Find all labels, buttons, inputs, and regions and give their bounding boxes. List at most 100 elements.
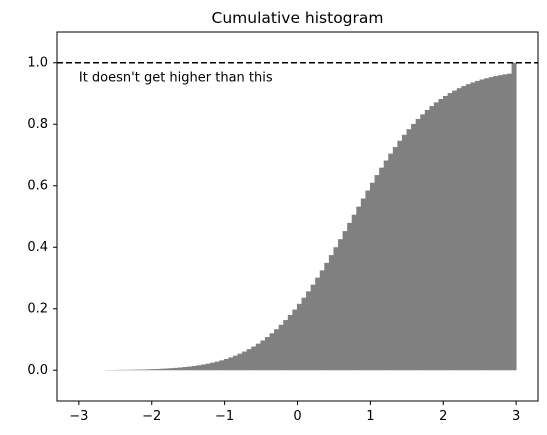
- histogram-bar: [164, 368, 169, 370]
- histogram-bar: [457, 88, 462, 370]
- histogram-bar: [183, 367, 188, 370]
- x-tick-label: 0: [293, 409, 301, 424]
- y-tick-label: 0.4: [27, 240, 48, 255]
- histogram-bar: [133, 370, 138, 371]
- histogram-bar: [425, 110, 430, 370]
- histogram-bar: [206, 364, 211, 371]
- y-tick-label: 0.8: [27, 117, 48, 132]
- histogram-bar: [393, 147, 398, 370]
- histogram-bar: [356, 207, 361, 371]
- histogram-bar: [375, 175, 380, 370]
- histogram-bar: [270, 333, 275, 370]
- histogram-bar: [210, 363, 215, 371]
- histogram-bar: [489, 77, 494, 370]
- histogram-bar: [384, 161, 389, 371]
- histogram-bar: [502, 74, 507, 370]
- histogram-bar: [324, 263, 329, 370]
- histogram-bar: [320, 270, 325, 370]
- histogram-bars: [105, 63, 516, 371]
- histogram-bar: [397, 141, 402, 370]
- annotation-text: It doesn't get higher than this: [79, 71, 273, 86]
- histogram-bar: [484, 78, 489, 370]
- histogram-bar: [283, 320, 288, 370]
- histogram-bar: [301, 298, 306, 371]
- histogram-bar: [256, 344, 261, 371]
- histogram-bar: [352, 215, 357, 371]
- histogram-bar: [288, 315, 293, 370]
- histogram-bar: [215, 362, 220, 371]
- histogram-bar: [493, 76, 498, 370]
- histogram-bar: [292, 310, 297, 371]
- histogram-bar: [169, 368, 174, 370]
- histogram-bar: [178, 367, 183, 370]
- x-tick-label: −3: [69, 409, 88, 424]
- histogram-bar: [238, 354, 243, 371]
- x-tick-label: −2: [142, 409, 161, 424]
- histogram-bar: [361, 198, 366, 370]
- histogram-bar: [507, 74, 512, 371]
- histogram-bar: [475, 81, 480, 370]
- histogram-bar: [274, 329, 279, 370]
- histogram-bar: [311, 285, 316, 371]
- histogram-bar: [160, 369, 165, 371]
- x-tick-label: 2: [439, 409, 447, 424]
- histogram-bar: [174, 368, 179, 370]
- histogram-bar: [434, 102, 439, 370]
- histogram-bar: [466, 84, 471, 370]
- chart-title: Cumulative histogram: [212, 9, 384, 27]
- histogram-bar: [315, 278, 320, 371]
- histogram-bar: [429, 106, 434, 370]
- histogram-bar: [470, 82, 475, 370]
- histogram-bar: [338, 239, 343, 370]
- histogram-bar: [137, 370, 142, 371]
- y-tick-label: 0.0: [27, 363, 48, 378]
- histogram-bar: [411, 124, 416, 370]
- histogram-bar: [343, 231, 348, 370]
- histogram-bar: [480, 79, 485, 370]
- x-tick-label: 1: [366, 409, 374, 424]
- histogram-bar: [498, 75, 503, 370]
- histogram-bar: [242, 352, 247, 371]
- histogram-bar: [388, 154, 393, 371]
- histogram-bar: [146, 369, 151, 370]
- x-axis-ticks: −3 −2 −1 0 1 2 3: [69, 401, 520, 424]
- histogram-bar: [219, 360, 224, 370]
- histogram-bar: [416, 119, 421, 370]
- histogram-bar: [233, 356, 238, 371]
- histogram-bar: [379, 168, 384, 371]
- histogram-bar: [142, 369, 147, 370]
- histogram-bar: [155, 369, 160, 370]
- histogram-bar: [260, 340, 265, 370]
- histogram-bar: [201, 365, 206, 371]
- y-tick-label: 0.6: [27, 178, 48, 193]
- histogram-bar: [251, 347, 256, 371]
- y-tick-label: 1.0: [27, 55, 48, 70]
- histogram-bar: [329, 255, 334, 370]
- histogram-bar: [224, 359, 229, 370]
- x-tick-label: 3: [512, 409, 520, 424]
- histogram-bar: [347, 223, 352, 370]
- histogram-bar: [151, 369, 156, 370]
- histogram-bar: [461, 86, 466, 370]
- y-axis-ticks: 0.0 0.2 0.4 0.6 0.8 1.0: [27, 55, 57, 378]
- histogram-bar: [420, 114, 425, 370]
- histogram-bar: [279, 325, 284, 370]
- histogram-bar: [452, 91, 457, 371]
- histogram-bar: [306, 291, 311, 370]
- histogram-bar: [192, 366, 197, 370]
- histogram-bar: [365, 191, 370, 371]
- histogram-bar: [333, 247, 338, 370]
- histogram-bar: [187, 367, 192, 371]
- histogram-bar: [402, 135, 407, 370]
- histogram-bar: [443, 96, 448, 370]
- histogram-bar: [407, 129, 412, 370]
- histogram-bar: [228, 357, 233, 370]
- histogram-bar: [265, 337, 270, 370]
- histogram-bar: [512, 63, 517, 371]
- histogram-bar: [247, 349, 252, 370]
- histogram-bar: [297, 304, 302, 370]
- histogram-bar: [438, 99, 443, 370]
- histogram-bar: [448, 93, 453, 370]
- histogram-bar: [370, 183, 375, 371]
